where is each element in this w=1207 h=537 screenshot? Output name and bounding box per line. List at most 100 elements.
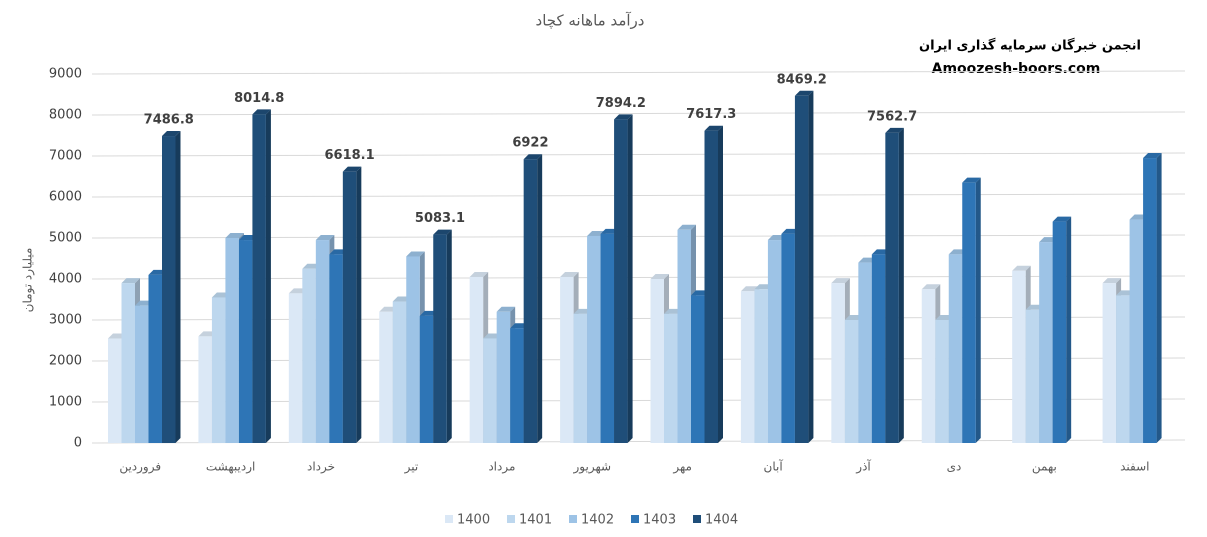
bar <box>781 233 795 443</box>
bar-top <box>831 278 850 284</box>
bar-group <box>1143 153 1162 444</box>
chart-title: درآمد ماهانه کچاد <box>536 12 645 30</box>
y-tick-label: 0 <box>74 436 82 451</box>
x-tick-label: مرداد <box>488 460 515 475</box>
annotation: انجمن خبرگان سرمایه گذاری ایران <box>919 38 1141 54</box>
bar <box>962 182 976 443</box>
data-label: 7894.2 <box>596 96 646 111</box>
bar <box>1039 242 1053 443</box>
bar <box>948 254 963 443</box>
legend-swatch <box>507 515 515 523</box>
data-label: 7562.7 <box>867 109 917 124</box>
bar-top <box>496 306 516 312</box>
bar <box>935 320 949 443</box>
bar-top <box>433 229 452 235</box>
bar-group <box>614 114 633 443</box>
bar-top <box>1102 278 1122 284</box>
x-tick-label: آذر <box>855 459 871 475</box>
bar <box>691 295 705 443</box>
grid-line <box>91 439 1186 444</box>
bar <box>664 313 678 443</box>
bar <box>1143 158 1157 444</box>
bar-top <box>469 271 489 277</box>
y-tick-label: 4000 <box>49 272 82 287</box>
bar <box>419 315 434 443</box>
bar-top <box>315 235 335 241</box>
bar <box>871 254 886 443</box>
bar <box>677 229 691 443</box>
bar-top <box>252 109 271 115</box>
data-label: 8014.8 <box>234 91 284 106</box>
data-label: 6922 <box>512 136 548 151</box>
bar-top <box>225 233 244 238</box>
bar <box>523 159 538 443</box>
bar <box>302 268 316 443</box>
grid-line <box>91 111 1186 116</box>
y-tick-label: 2000 <box>49 354 82 369</box>
grid-line <box>91 193 1186 198</box>
bar-top <box>121 278 140 284</box>
x-tick-label: اردیبهشت <box>206 460 255 475</box>
legend-label: 1404 <box>705 513 738 528</box>
x-tick-label: خرداد <box>307 460 335 475</box>
bar <box>831 283 845 443</box>
bar-side <box>898 127 904 444</box>
legend-label: 1403 <box>643 513 676 528</box>
bar <box>740 291 755 443</box>
bar <box>252 114 266 444</box>
bar-side <box>1156 153 1162 444</box>
bar <box>614 119 628 443</box>
bar-top <box>560 271 579 277</box>
bar-group <box>162 131 181 443</box>
legend-label: 1400 <box>457 513 490 528</box>
bar-side <box>175 131 181 443</box>
bar <box>379 311 393 443</box>
grid-line <box>91 316 1186 321</box>
bar-group <box>962 177 981 443</box>
x-tick-label: بهمن <box>1032 460 1057 475</box>
bar-group <box>252 109 271 444</box>
grid-line <box>91 275 1186 280</box>
bar-side <box>718 125 723 443</box>
legend-swatch <box>631 515 639 523</box>
data-label: 6618.1 <box>324 148 374 163</box>
bar-top <box>704 125 723 131</box>
bar-group <box>885 127 904 444</box>
bar-top <box>794 90 814 96</box>
bar-side <box>627 114 633 443</box>
y-axis-label: میلیارد تومان <box>21 248 36 313</box>
x-tick-label: دی <box>947 460 962 474</box>
bar-side <box>808 90 814 443</box>
bar-top <box>921 284 941 290</box>
bar <box>135 305 149 443</box>
legend-swatch <box>569 515 577 523</box>
bar-top <box>1143 153 1162 159</box>
bar-top <box>162 131 181 137</box>
bar <box>108 338 122 443</box>
bar <box>496 311 511 443</box>
y-tick-label: 8000 <box>49 108 82 123</box>
bar-top <box>650 274 669 279</box>
bar <box>767 240 782 443</box>
y-tick-label: 3000 <box>49 313 82 328</box>
y-tick-label: 6000 <box>49 190 82 205</box>
x-tick-label: شهریور <box>573 460 612 475</box>
bar <box>650 279 664 443</box>
bar <box>560 276 574 443</box>
bar-top <box>523 154 543 160</box>
bar <box>600 233 615 443</box>
bar <box>288 293 303 443</box>
legend-label: 1402 <box>581 513 614 528</box>
bar <box>510 328 524 443</box>
bar <box>433 234 447 443</box>
x-tick-label: تیر <box>404 460 419 475</box>
bar-group <box>523 154 543 443</box>
x-tick-label: فروردین <box>119 460 161 475</box>
bar <box>148 274 162 443</box>
bar <box>1025 309 1040 443</box>
grid-line <box>91 234 1186 239</box>
bar-side <box>446 229 452 443</box>
bar-top <box>677 224 696 230</box>
y-tick-label: 7000 <box>49 149 82 164</box>
bar-top <box>1052 216 1072 222</box>
